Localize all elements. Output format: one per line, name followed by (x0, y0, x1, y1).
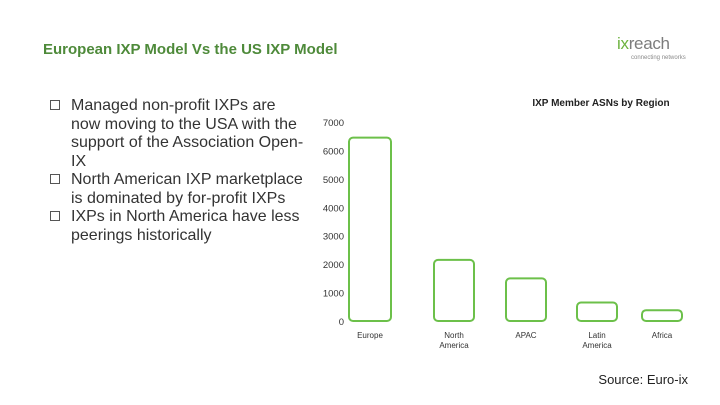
y-tick-label: 0 (339, 317, 344, 328)
bar-chart: IXP Member ASNs by Region 0 1000 2000 3000 4… (300, 90, 710, 360)
bullet-item: IXPs in North America have less peerings… (50, 208, 305, 245)
chart-title: IXP Member ASNs by Region (532, 98, 669, 109)
bar-series (348, 136, 683, 323)
chart-canvas: IXP Member ASNs by Region 0 1000 2000 3000 4… (323, 98, 683, 350)
source-note: Source: Euro-ix (598, 372, 688, 387)
y-axis: 0 1000 2000 3000 4000 5000 6000 7000 (323, 118, 344, 328)
x-tick-label: North (444, 331, 464, 340)
logo-prefix: ix (617, 34, 629, 53)
bar-north-america (433, 258, 475, 322)
bar-europe (348, 136, 392, 323)
bullet-text: Managed non-profit IXPs are now moving t… (71, 97, 304, 170)
x-tick-label: Europe (357, 331, 383, 340)
square-bullet-icon (50, 211, 60, 221)
logo-suffix: reach (628, 34, 670, 53)
y-tick-label: 3000 (323, 232, 344, 243)
logo-tagline: connecting networks (631, 55, 686, 61)
x-tick-label: Africa (652, 331, 673, 340)
y-tick-label: 1000 (323, 289, 344, 300)
y-tick-label: 4000 (323, 203, 344, 214)
y-tick-label: 2000 (323, 260, 344, 271)
bullet-text: North American IXP marketplace is domina… (71, 171, 303, 207)
bullet-item: Managed non-profit IXPs are now moving t… (50, 97, 305, 171)
x-tick-label: America (582, 341, 612, 350)
x-tick-label: APAC (515, 331, 536, 340)
x-tick-label: Latin (588, 331, 605, 340)
square-bullet-icon (50, 174, 60, 184)
bullet-list: Managed non-profit IXPs are now moving t… (50, 97, 305, 245)
y-tick-label: 6000 (323, 146, 344, 157)
bar-africa (641, 309, 683, 323)
logo-wordmark: ixreach (617, 34, 670, 54)
bar-apac (505, 277, 547, 323)
y-tick-label: 7000 (323, 118, 344, 129)
x-tick-label: America (439, 341, 469, 350)
bar-latin-america (576, 301, 618, 322)
square-bullet-icon (50, 100, 60, 110)
ixreach-logo: ixreach connecting networks (617, 34, 697, 66)
bullet-text: IXPs in North America have less peerings… (71, 208, 300, 244)
slide-title: European IXP Model Vs the US IXP Model (43, 41, 338, 58)
bullet-item: North American IXP marketplace is domina… (50, 171, 305, 208)
y-tick-label: 5000 (323, 175, 344, 186)
